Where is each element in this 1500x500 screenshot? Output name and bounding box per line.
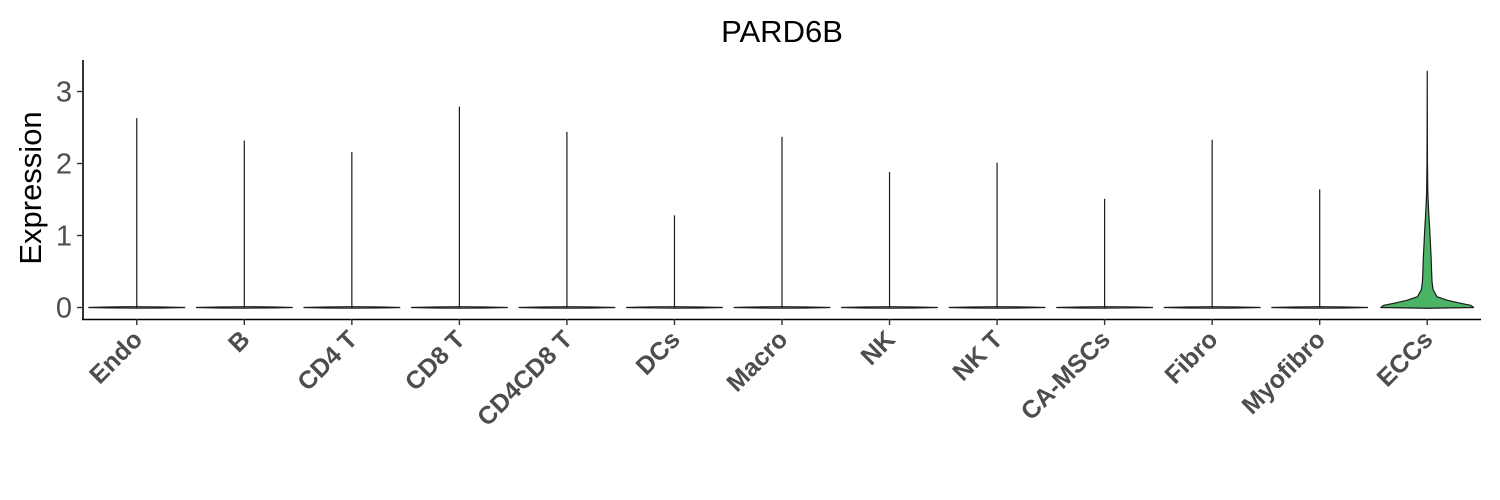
violin-body bbox=[1380, 70, 1475, 309]
violin-fibro bbox=[1163, 139, 1261, 309]
x-tick-label: CD8 T bbox=[400, 325, 471, 396]
y-axis-label: Expression bbox=[13, 111, 48, 264]
violin-b bbox=[195, 140, 293, 309]
violin-base bbox=[1056, 306, 1154, 309]
violin-eccs bbox=[1380, 70, 1475, 309]
violin-endo bbox=[88, 118, 186, 309]
violin-group bbox=[88, 70, 1475, 309]
x-tick-label: B bbox=[223, 325, 256, 358]
y-axis-ticks: 0 1 2 3 bbox=[56, 77, 83, 325]
x-axis-ticks: Endo B CD4 T CD8 T CD4CD8 T DCs Macro NK NK T CA-… bbox=[84, 319, 1438, 432]
x-tick-label: CD4CD8 T bbox=[472, 325, 578, 431]
violin-base bbox=[948, 306, 1046, 309]
y-tick-label: 1 bbox=[56, 221, 72, 253]
violin-myofibro bbox=[1271, 189, 1369, 309]
violin-base bbox=[1163, 306, 1261, 309]
violin-nk-t bbox=[948, 162, 1046, 309]
violin-base bbox=[410, 306, 508, 309]
violin-cd4cd8-t bbox=[518, 131, 616, 309]
x-tick-label: Myofibro bbox=[1237, 325, 1331, 419]
violin-dcs bbox=[626, 215, 723, 309]
violin-base bbox=[1271, 306, 1369, 309]
violin-cd4-t bbox=[303, 151, 401, 309]
y-tick-label: 0 bbox=[56, 293, 72, 325]
x-tick-label: Macro bbox=[721, 325, 793, 397]
violin-base bbox=[195, 306, 293, 309]
violin-macro bbox=[733, 136, 831, 309]
violin-ca-mscs bbox=[1056, 198, 1154, 309]
x-tick-label: Fibro bbox=[1159, 325, 1223, 389]
x-tick-label: CA-MSCs bbox=[1016, 325, 1116, 425]
violin-base bbox=[518, 306, 616, 309]
violin-base bbox=[733, 306, 831, 309]
x-tick-label: NK bbox=[855, 325, 900, 370]
violin-base bbox=[626, 306, 723, 309]
x-tick-label: DCs bbox=[631, 325, 686, 380]
x-tick-label: CD4 T bbox=[292, 325, 363, 396]
chart-title: PARD6B bbox=[721, 14, 843, 49]
y-tick-label: 2 bbox=[56, 149, 72, 181]
violin-base bbox=[88, 306, 186, 309]
x-tick-label: NK T bbox=[947, 325, 1008, 386]
violin-nk bbox=[841, 172, 938, 309]
x-tick-label: Endo bbox=[84, 325, 148, 389]
y-tick-label: 3 bbox=[56, 77, 72, 109]
x-tick-label: ECCs bbox=[1372, 325, 1439, 392]
violin-cd8-t bbox=[410, 106, 508, 309]
violin-base bbox=[303, 306, 401, 309]
violin-base bbox=[841, 306, 938, 309]
